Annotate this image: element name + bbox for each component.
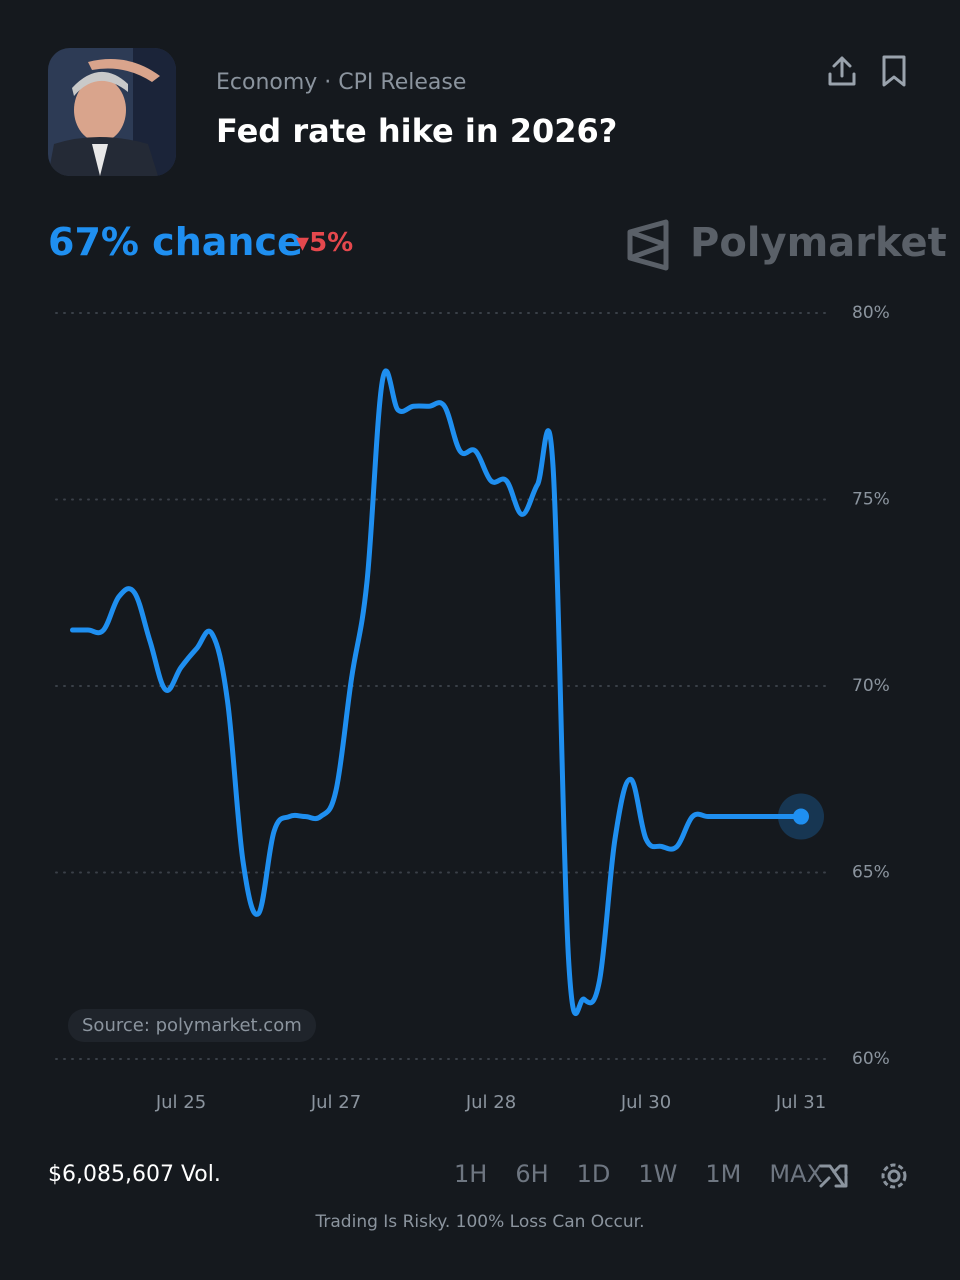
current-point bbox=[793, 808, 809, 825]
x-tick-label: Jul 28 bbox=[465, 1092, 516, 1113]
market-title: Fed rate hike in 2026? bbox=[216, 112, 618, 150]
market-category: Economy · CPI Release bbox=[216, 70, 467, 95]
x-tick-label: Jul 27 bbox=[310, 1092, 361, 1113]
timeframe-button[interactable]: 1H bbox=[454, 1160, 488, 1188]
x-tick-label: Jul 31 bbox=[775, 1092, 826, 1113]
y-tick-label: 65% bbox=[852, 863, 890, 883]
brand-name: Polymarket bbox=[690, 220, 947, 266]
x-tick-label: Jul 30 bbox=[620, 1092, 671, 1113]
timeframe-button[interactable]: 1M bbox=[705, 1160, 742, 1188]
y-tick-label: 75% bbox=[852, 490, 890, 510]
timeframe-selector: 1H 6H 1D 1W 1M MAX bbox=[440, 1160, 837, 1188]
y-tick-label: 60% bbox=[852, 1049, 890, 1069]
probability-change: ▾5% bbox=[296, 228, 353, 258]
x-tick-label: Jul 25 bbox=[155, 1092, 206, 1113]
chart: 60% 65% 70% 75% 80% Jul 25 Jul 27 Jul 28 Jul 30 J… bbox=[55, 303, 890, 1113]
down-arrow: ▾ bbox=[296, 228, 310, 258]
settings-button[interactable] bbox=[876, 1158, 912, 1194]
compare-button[interactable] bbox=[818, 1160, 850, 1192]
y-tick-label: 70% bbox=[852, 676, 890, 696]
share-button[interactable] bbox=[826, 54, 858, 88]
bookmark-button[interactable] bbox=[880, 54, 908, 88]
timeframe-button[interactable]: 6H bbox=[515, 1160, 549, 1188]
timeframe-button[interactable]: 1D bbox=[576, 1160, 611, 1188]
source-label: Source: polymarket.com bbox=[68, 1009, 316, 1042]
disclaimer: Trading Is Risky. 100% Loss Can Occur. bbox=[315, 1212, 645, 1232]
timeframe-button[interactable]: 1W bbox=[638, 1160, 678, 1188]
probability: 67% chance bbox=[48, 220, 303, 264]
change-value: 5% bbox=[309, 228, 354, 258]
volume: $6,085,607 Vol. bbox=[48, 1162, 221, 1187]
brand-logo bbox=[627, 219, 669, 271]
y-tick-label: 80% bbox=[852, 303, 890, 323]
price-line bbox=[70, 368, 804, 1017]
market-thumbnail bbox=[48, 48, 176, 176]
timeframe-button[interactable]: MAX bbox=[769, 1160, 823, 1188]
